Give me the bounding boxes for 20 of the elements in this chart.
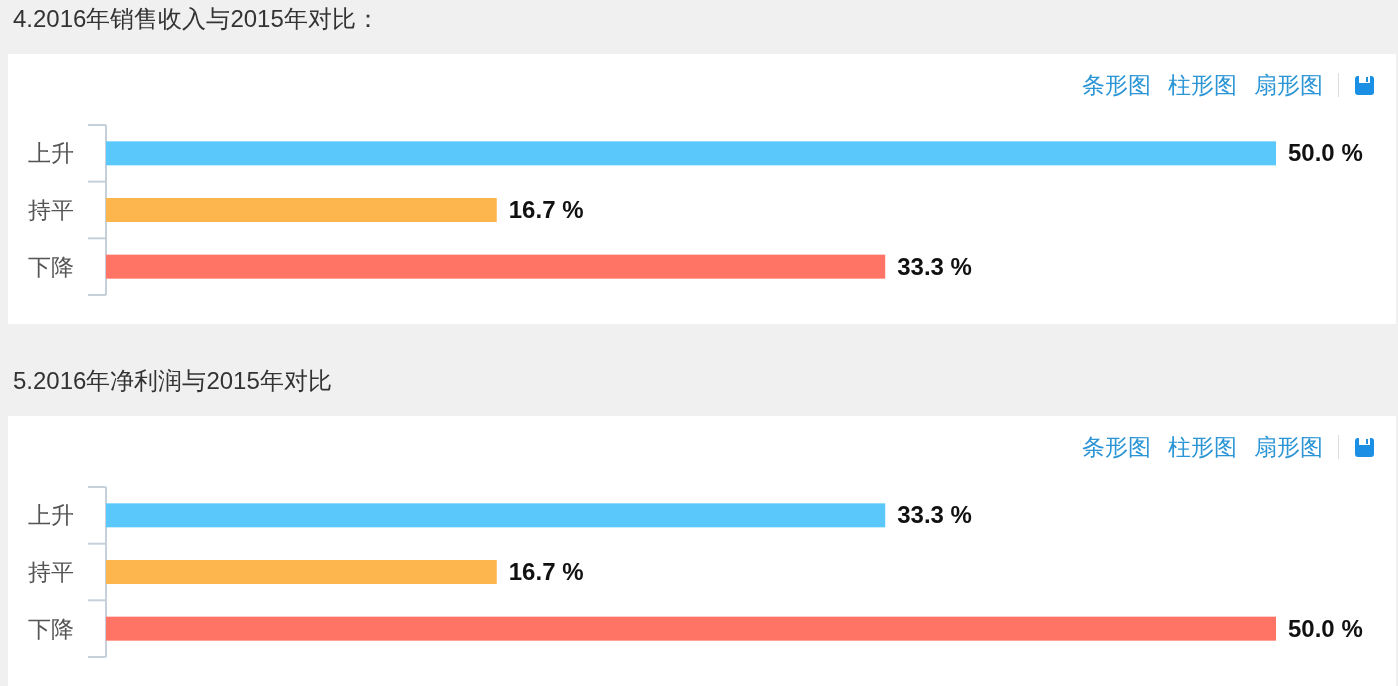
text: 柱形图 (1168, 434, 1237, 460)
data-label: 50.0 % (1288, 139, 1363, 167)
data-label: 33.3 % (897, 501, 972, 529)
y-tick-label: 持平 (28, 559, 74, 585)
y-tick-label: 下降 (28, 253, 74, 280)
text: 条形图 (1082, 72, 1151, 98)
y-tick-label: 持平 (28, 197, 74, 223)
data-label: 50.0 % (1288, 614, 1363, 642)
y-tick-label: 下降 (28, 615, 74, 642)
y-tick-label: 上升 (28, 140, 74, 167)
y-tick-label: 上升 (28, 502, 74, 529)
data-label: 16.7 % (508, 558, 584, 585)
chart-title: 4.2016年销售收入与2015年对比： (13, 5, 380, 32)
text: 柱形图 (1168, 72, 1237, 98)
data-label: 33.3 % (897, 252, 972, 280)
chart-title: 5.2016年净利润与2015年对比 (13, 367, 332, 394)
text: 扇形图 (1254, 434, 1323, 460)
text: 条形图 (1082, 434, 1151, 460)
data-label: 16.7 % (508, 196, 584, 223)
text: 扇形图 (1254, 72, 1323, 98)
